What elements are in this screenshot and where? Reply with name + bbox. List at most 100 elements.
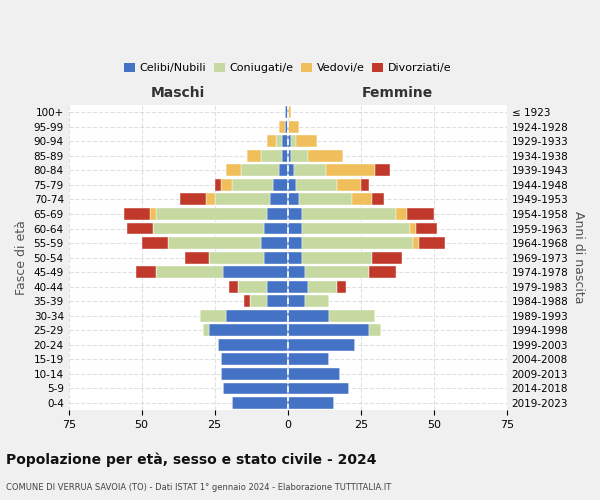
Bar <box>302 208 396 220</box>
Bar <box>267 296 287 307</box>
Bar <box>221 179 232 191</box>
Bar <box>223 266 287 278</box>
Bar <box>209 324 287 336</box>
Bar <box>265 222 287 234</box>
Bar <box>142 237 168 249</box>
Bar <box>308 280 337 292</box>
Bar <box>287 164 293 176</box>
Bar <box>221 368 287 380</box>
Bar <box>287 280 308 292</box>
Y-axis label: Anni di nascita: Anni di nascita <box>572 212 585 304</box>
Bar <box>282 136 287 147</box>
Bar <box>287 368 340 380</box>
Bar <box>221 354 287 366</box>
Bar <box>376 164 390 176</box>
Bar <box>287 382 349 394</box>
Bar <box>287 252 302 264</box>
Bar <box>407 208 434 220</box>
Bar <box>270 194 287 205</box>
Bar <box>267 208 287 220</box>
Text: COMUNE DI VERRUA SAVOIA (TO) - Dati ISTAT 1° gennaio 2024 - Elaborazione TUTTITA: COMUNE DI VERRUA SAVOIA (TO) - Dati ISTA… <box>6 482 391 492</box>
Bar <box>232 179 273 191</box>
Bar <box>293 164 326 176</box>
Bar <box>203 324 209 336</box>
Bar <box>302 252 373 264</box>
Bar <box>215 179 221 191</box>
Bar <box>326 164 376 176</box>
Bar <box>299 194 352 205</box>
Bar <box>279 120 285 132</box>
Bar <box>218 339 287 351</box>
Bar <box>287 397 334 409</box>
Text: Maschi: Maschi <box>151 86 205 100</box>
Bar <box>168 237 262 249</box>
Bar <box>290 150 308 162</box>
Legend: Celibi/Nubili, Coniugati/e, Vedovi/e, Divorziati/e: Celibi/Nubili, Coniugati/e, Vedovi/e, Di… <box>119 58 456 78</box>
Bar <box>156 266 223 278</box>
Bar <box>136 266 156 278</box>
Bar <box>287 194 299 205</box>
Bar <box>329 310 376 322</box>
Bar <box>413 237 419 249</box>
Bar <box>419 237 445 249</box>
Bar <box>241 164 279 176</box>
Bar <box>185 252 209 264</box>
Bar <box>229 280 238 292</box>
Bar <box>265 252 287 264</box>
Bar <box>287 324 370 336</box>
Bar <box>287 106 290 118</box>
Bar <box>302 222 410 234</box>
Bar <box>302 237 413 249</box>
Bar <box>287 150 290 162</box>
Bar <box>416 222 437 234</box>
Bar <box>262 237 287 249</box>
Bar <box>154 222 265 234</box>
Bar <box>215 194 270 205</box>
Bar <box>282 150 287 162</box>
Bar <box>124 208 151 220</box>
Bar <box>305 266 370 278</box>
Bar <box>250 296 267 307</box>
Bar <box>287 339 355 351</box>
Bar <box>179 194 206 205</box>
Bar <box>262 150 282 162</box>
Bar <box>296 179 337 191</box>
Y-axis label: Fasce di età: Fasce di età <box>15 220 28 295</box>
Bar <box>223 382 287 394</box>
Bar <box>287 354 329 366</box>
Bar <box>276 136 282 147</box>
Text: Popolazione per età, sesso e stato civile - 2024: Popolazione per età, sesso e stato civil… <box>6 452 377 467</box>
Bar <box>287 310 329 322</box>
Bar <box>370 266 396 278</box>
Bar <box>373 194 384 205</box>
Bar <box>238 280 267 292</box>
Bar <box>127 222 154 234</box>
Bar <box>285 106 287 118</box>
Bar <box>352 194 373 205</box>
Bar <box>226 310 287 322</box>
Bar <box>337 280 346 292</box>
Bar <box>287 222 302 234</box>
Bar <box>370 324 381 336</box>
Bar <box>373 252 401 264</box>
Bar <box>279 164 287 176</box>
Bar <box>396 208 407 220</box>
Text: Femmine: Femmine <box>362 86 433 100</box>
Bar <box>247 150 262 162</box>
Bar <box>287 266 305 278</box>
Bar <box>267 136 276 147</box>
Bar <box>267 280 287 292</box>
Bar <box>244 296 250 307</box>
Bar <box>296 136 317 147</box>
Bar <box>151 208 156 220</box>
Bar <box>287 136 290 147</box>
Bar <box>209 252 265 264</box>
Bar <box>285 120 287 132</box>
Bar <box>287 208 302 220</box>
Bar <box>287 237 302 249</box>
Bar <box>287 179 296 191</box>
Bar <box>273 179 287 191</box>
Bar <box>337 179 361 191</box>
Bar <box>206 194 215 205</box>
Bar <box>361 179 370 191</box>
